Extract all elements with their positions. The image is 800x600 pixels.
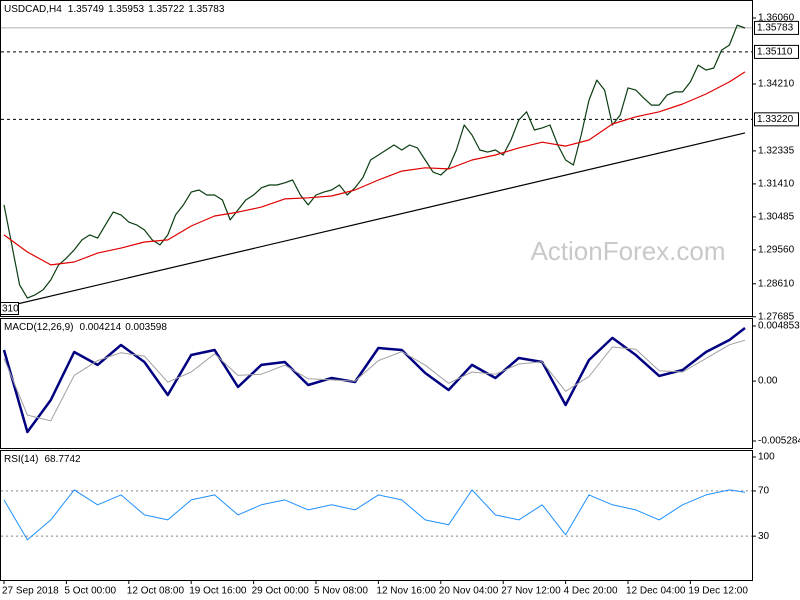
level-box [754, 112, 799, 127]
x-tick-label: 12 Dec 04:00 [626, 586, 686, 597]
macd-panel [0, 318, 753, 449]
trendline [0, 132, 746, 309]
series-line [3, 489, 746, 541]
x-tick-label: 27 Sep 2018 [2, 586, 59, 597]
y-tick-label: 1.30485 [758, 212, 795, 223]
level-label: 1.33220 [757, 114, 794, 125]
x-tick-label: 19 Dec 12:00 [688, 586, 748, 597]
panel-title-name: USDCAD,H4 [4, 4, 62, 15]
y-tick-label: 1.34210 [758, 79, 795, 90]
panel-title-name: RSI(14) [4, 454, 38, 465]
level-label: 1.35110 [757, 47, 793, 58]
panel-title: RSI(14) 68.7742 [4, 454, 81, 465]
x-tick-label: 5 Oct 00:00 [64, 586, 116, 597]
series-line [3, 339, 746, 422]
price-panel [0, 0, 753, 317]
rsi-panel [0, 450, 753, 581]
y-tick-label: 0.00 [758, 376, 778, 387]
current-price-box [754, 20, 799, 35]
y-tick-label: 1.29560 [758, 245, 795, 256]
level-box [754, 44, 799, 59]
panel-reading: 68.7742 [44, 454, 81, 465]
y-tick-label: 1.36060 [758, 13, 795, 24]
panel-title: USDCAD,H4 1.35749 1.35953 1.35722 1.35783 [4, 4, 225, 15]
panel-reading: 0.004214 [79, 322, 121, 333]
y-tick-label: 1.28610 [758, 278, 795, 289]
x-tick-label: 12 Oct 08:00 [127, 586, 185, 597]
y-tick-label: 30 [758, 531, 770, 542]
panel-reading: 1.35749 [68, 4, 105, 15]
y-tick-label: 1.27685 [758, 311, 795, 322]
series-line [2, 327, 746, 434]
low-label-box [0, 302, 19, 315]
y-tick-label: 1.32335 [758, 146, 795, 157]
x-tick-label: 29 Oct 00:00 [252, 586, 310, 597]
y-tick-label: 100 [758, 452, 775, 463]
y-tick-label: 1.31410 [758, 179, 795, 190]
x-tick-label: 4 Dec 20:00 [564, 586, 618, 597]
series-line [3, 24, 746, 299]
panel-reading: 1.35722 [148, 4, 185, 15]
panel-title-name: MACD(12,26,9) [4, 322, 73, 333]
y-tick-label: 0.004853 [758, 321, 800, 332]
x-tick-label: 5 Nov 08:00 [314, 586, 368, 597]
panel-reading: 0.003598 [125, 322, 167, 333]
panel-reading: 1.35783 [188, 4, 225, 15]
x-tick-label: 12 Nov 16:00 [376, 586, 436, 597]
x-tick-label: 20 Nov 04:00 [439, 586, 499, 597]
y-tick-label: -0.005284 [758, 436, 800, 447]
panel-reading: 1.35953 [108, 4, 145, 15]
panel-title: MACD(12,26,9) 0.004214 0.003598 [4, 322, 167, 333]
x-tick-label: 27 Nov 12:00 [501, 586, 561, 597]
x-tick-label: 19 Oct 16:00 [189, 586, 247, 597]
series-line [3, 71, 746, 266]
current-price-label: 1.35783 [757, 23, 794, 34]
low-label: 310 [2, 304, 19, 315]
watermark: ActionForex.com [530, 236, 725, 266]
y-tick-label: 70 [758, 486, 770, 497]
